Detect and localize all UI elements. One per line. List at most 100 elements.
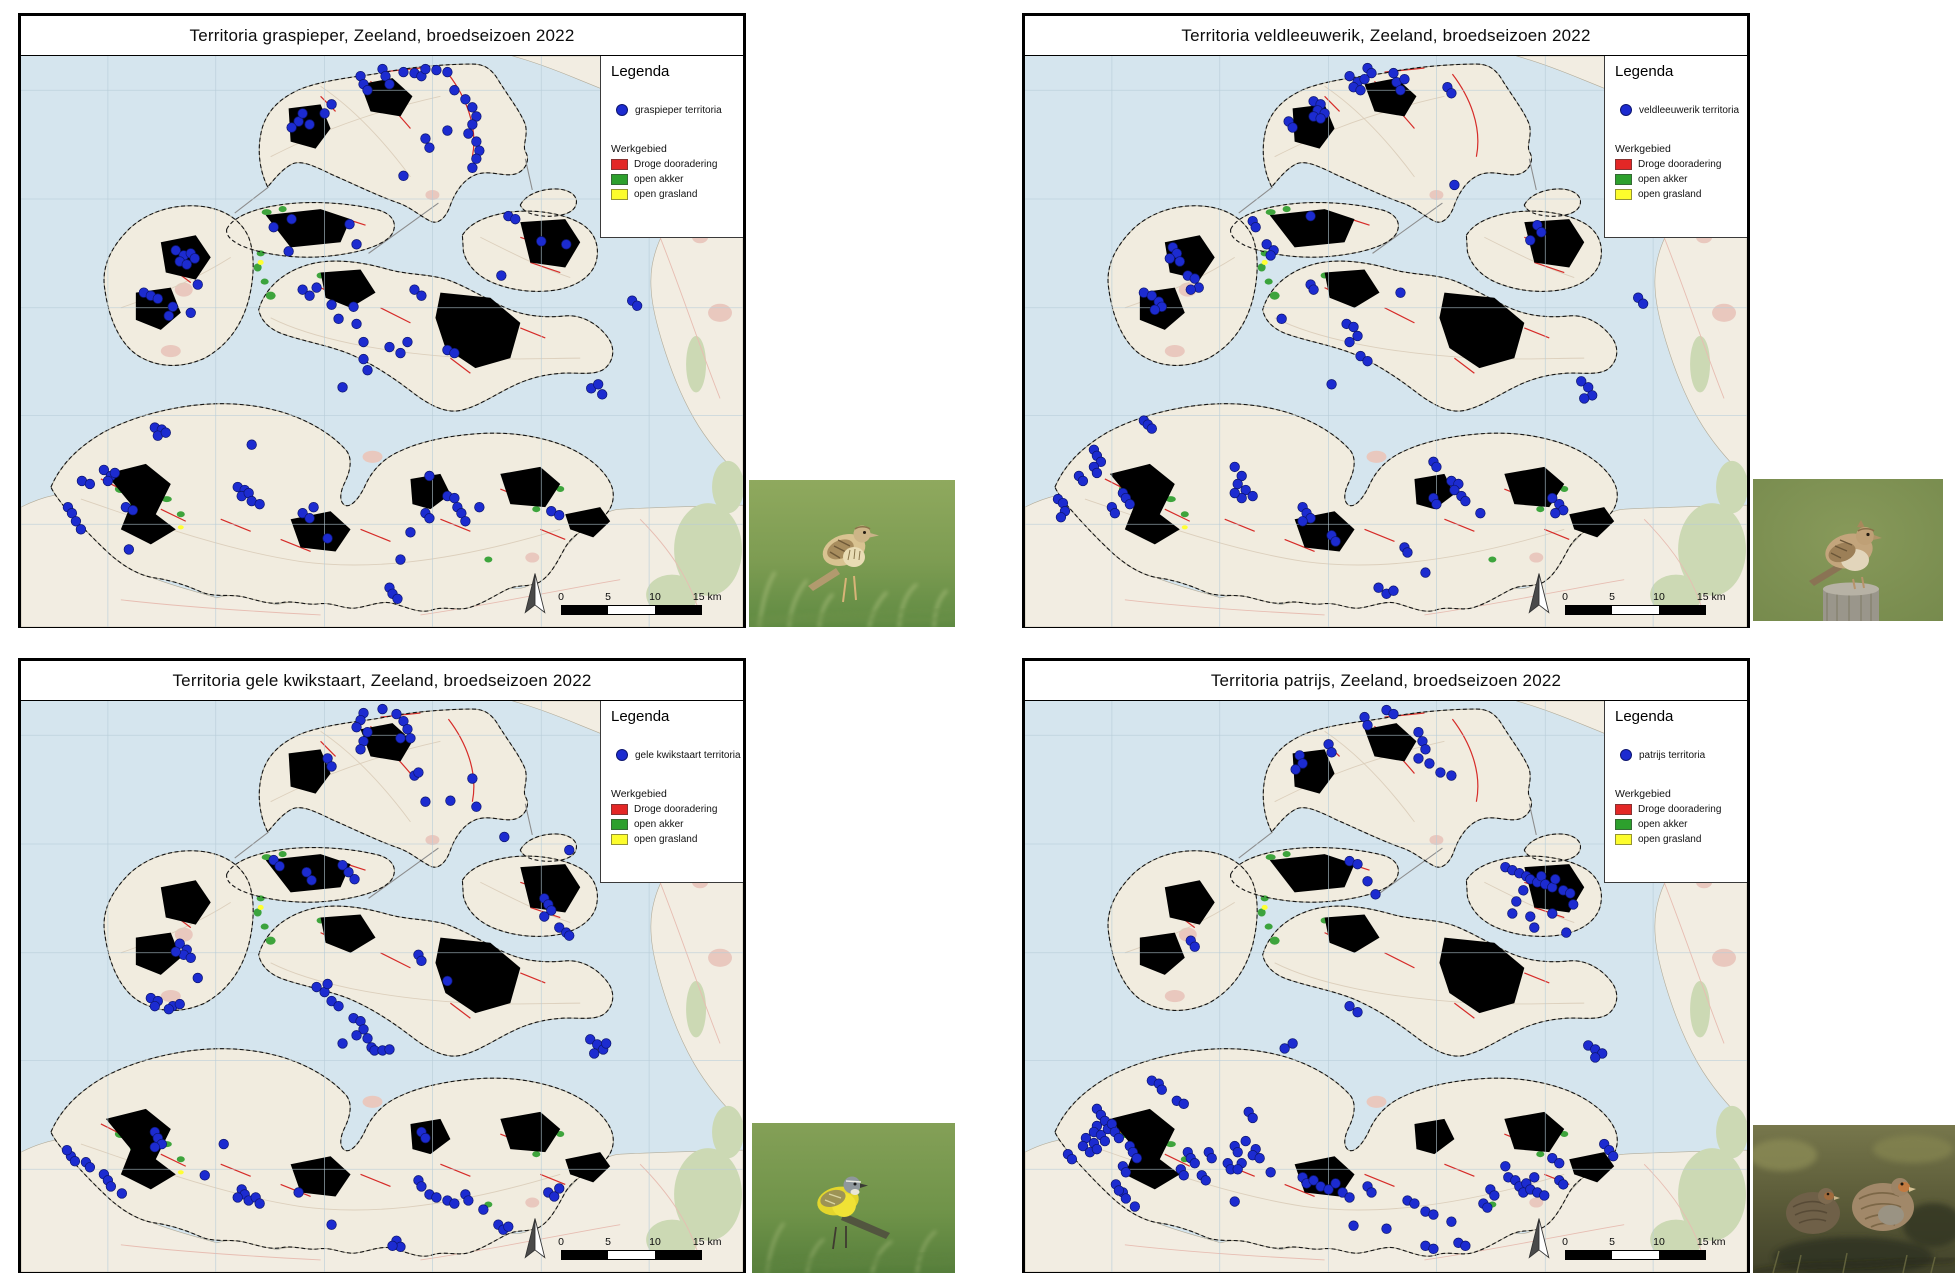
- yellow-swatch-icon: [1615, 189, 1632, 200]
- scalebar-tick: 5: [1609, 591, 1615, 603]
- scalebar-tick: 10: [1653, 591, 1665, 603]
- yellow-swatch-icon: [611, 834, 628, 845]
- scalebar-group: 0 5 10 15 km: [522, 571, 721, 615]
- north-arrow-icon: [1528, 573, 1550, 613]
- scalebar-tick: 10: [649, 1236, 661, 1248]
- photo-gele-kwikstaart: [752, 1123, 955, 1273]
- bird-graspieper: [808, 525, 879, 603]
- werkgebied-label: Werkgebied: [1615, 788, 1671, 800]
- swatch-label: Droge dooradering: [1638, 804, 1722, 815]
- legend-row-droge-dooradering: Droge dooradering: [611, 159, 739, 170]
- map-title: Territoria graspieper, Zeeland, broedsei…: [21, 16, 743, 56]
- werkgebied-label: Werkgebied: [611, 788, 667, 800]
- map-legend: Legenda graspieper territoria Werkgebied…: [600, 56, 743, 238]
- legend-title: Legenda: [611, 708, 670, 725]
- swatch-label: open akker: [634, 819, 684, 830]
- swatch-label: open grasland: [634, 189, 698, 200]
- legend-row-droge-dooradering: Droge dooradering: [1615, 804, 1743, 815]
- territory-label: graspieper territoria: [635, 104, 722, 116]
- bird-patrijs-right: [1852, 1178, 1916, 1231]
- scalebar: 0 5 10 15 km: [1562, 1236, 1725, 1260]
- swatch-label: Droge dooradering: [634, 804, 718, 815]
- north-arrow-icon: [1528, 1218, 1550, 1258]
- scalebar: 0 5 10 15 km: [1562, 591, 1725, 615]
- legend-row-open-grasland: open grasland: [611, 189, 739, 200]
- legend-row-droge-dooradering: Droge dooradering: [1615, 159, 1743, 170]
- scalebar: 0 5 10 15 km: [558, 591, 721, 615]
- territory-dot-icon: [1620, 749, 1632, 761]
- wooden-post: [1823, 582, 1879, 621]
- map-canvas: Legenda graspieper territoria Werkgebied…: [21, 56, 743, 627]
- werkgebied-label: Werkgebied: [1615, 143, 1671, 155]
- territory-dot-icon: [616, 104, 628, 116]
- green-swatch-icon: [1615, 819, 1632, 830]
- map-title: Territoria patrijs, Zeeland, broedseizoe…: [1025, 661, 1747, 701]
- bird-gele-kwikstaart: [817, 1176, 890, 1250]
- scalebar-group: 0 5 10 15 km: [522, 1216, 721, 1260]
- legend-row-open-akker: open akker: [1615, 819, 1743, 830]
- territory-dots-layer: [62, 63, 643, 604]
- territory-dots-layer: [61, 703, 612, 1253]
- legend-territory-row: veldleeuwerik territoria: [1620, 104, 1743, 116]
- swatch-label: open grasland: [634, 834, 698, 845]
- territory-dot-icon: [616, 749, 628, 761]
- territory-label: veldleeuwerik territoria: [1639, 104, 1740, 116]
- legend-row-open-grasland: open grasland: [1615, 189, 1743, 200]
- swatch-label: open akker: [1638, 174, 1688, 185]
- north-arrow-icon: [524, 1218, 546, 1258]
- scalebar-tick: 15 km: [1696, 591, 1726, 603]
- legend-territory-row: graspieper territoria: [616, 104, 739, 116]
- yellow-swatch-icon: [611, 189, 628, 200]
- bird-patrijs-left: [1786, 1188, 1840, 1234]
- scalebar-tick: 5: [605, 591, 611, 603]
- zeeland-map: [1025, 56, 1747, 627]
- territory-label: gele kwikstaart territoria: [635, 749, 741, 761]
- legend-row-open-akker: open akker: [611, 174, 739, 185]
- legend-row-open-grasland: open grasland: [1615, 834, 1743, 845]
- red-swatch-icon: [611, 159, 628, 170]
- legend-title: Legenda: [611, 63, 670, 80]
- legend-title: Legenda: [1615, 708, 1674, 725]
- territory-dot-icon: [1620, 104, 1632, 116]
- north-arrow-icon: [524, 573, 546, 613]
- scalebar-tick: 5: [605, 1236, 611, 1248]
- territory-label: patrijs territoria: [1639, 749, 1706, 761]
- green-swatch-icon: [611, 174, 628, 185]
- territory-dots-layer: [1052, 62, 1649, 599]
- green-swatch-icon: [1615, 174, 1632, 185]
- legend-row-open-akker: open akker: [611, 819, 739, 830]
- scalebar-tick: 10: [649, 591, 661, 603]
- map-legend: Legenda gele kwikstaart territoria Werkg…: [600, 701, 743, 883]
- scalebar-tick: 0: [1562, 1236, 1568, 1248]
- red-swatch-icon: [611, 804, 628, 815]
- swatch-label: Droge dooradering: [634, 159, 718, 170]
- swatch-label: open akker: [1638, 819, 1688, 830]
- photo-veldleeuwerik: [1753, 479, 1943, 621]
- scalebar-tick: 0: [558, 591, 564, 603]
- photo-graspieper: [749, 480, 955, 627]
- map-canvas: Legenda patrijs territoria Werkgebied Dr…: [1025, 701, 1747, 1272]
- zeeland-map: [1025, 701, 1747, 1272]
- map-canvas: Legenda veldleeuwerik territoria Werkgeb…: [1025, 56, 1747, 627]
- scalebar-tick: 10: [1653, 1236, 1665, 1248]
- legend-territory-row: patrijs territoria: [1620, 749, 1743, 761]
- map-canvas: Legenda gele kwikstaart territoria Werkg…: [21, 701, 743, 1272]
- map-legend: Legenda veldleeuwerik territoria Werkgeb…: [1604, 56, 1747, 238]
- scalebar-group: 0 5 10 15 km: [1526, 571, 1725, 615]
- map-panel-gele-kwikstaart: Territoria gele kwikstaart, Zeeland, bro…: [18, 658, 746, 1273]
- zeeland-map: [21, 56, 743, 627]
- legend-row-open-akker: open akker: [1615, 174, 1743, 185]
- legend-territory-row: gele kwikstaart territoria: [616, 749, 741, 761]
- grey-partridge-photo-art: [1753, 1125, 1955, 1273]
- scalebar-tick: 5: [1609, 1236, 1615, 1248]
- yellow-swatch-icon: [1615, 834, 1632, 845]
- scalebar-tick: 15 km: [692, 1236, 722, 1248]
- yellow-wagtail-photo-art: [752, 1123, 955, 1273]
- swatch-label: open grasland: [1638, 189, 1702, 200]
- swatch-label: open grasland: [1638, 834, 1702, 845]
- swatch-label: open akker: [634, 174, 684, 185]
- scalebar: 0 5 10 15 km: [558, 1236, 721, 1260]
- skylark-photo-art: [1753, 479, 1943, 621]
- map-panel-patrijs: Territoria patrijs, Zeeland, broedseizoe…: [1022, 658, 1750, 1273]
- scalebar-group: 0 5 10 15 km: [1526, 1216, 1725, 1260]
